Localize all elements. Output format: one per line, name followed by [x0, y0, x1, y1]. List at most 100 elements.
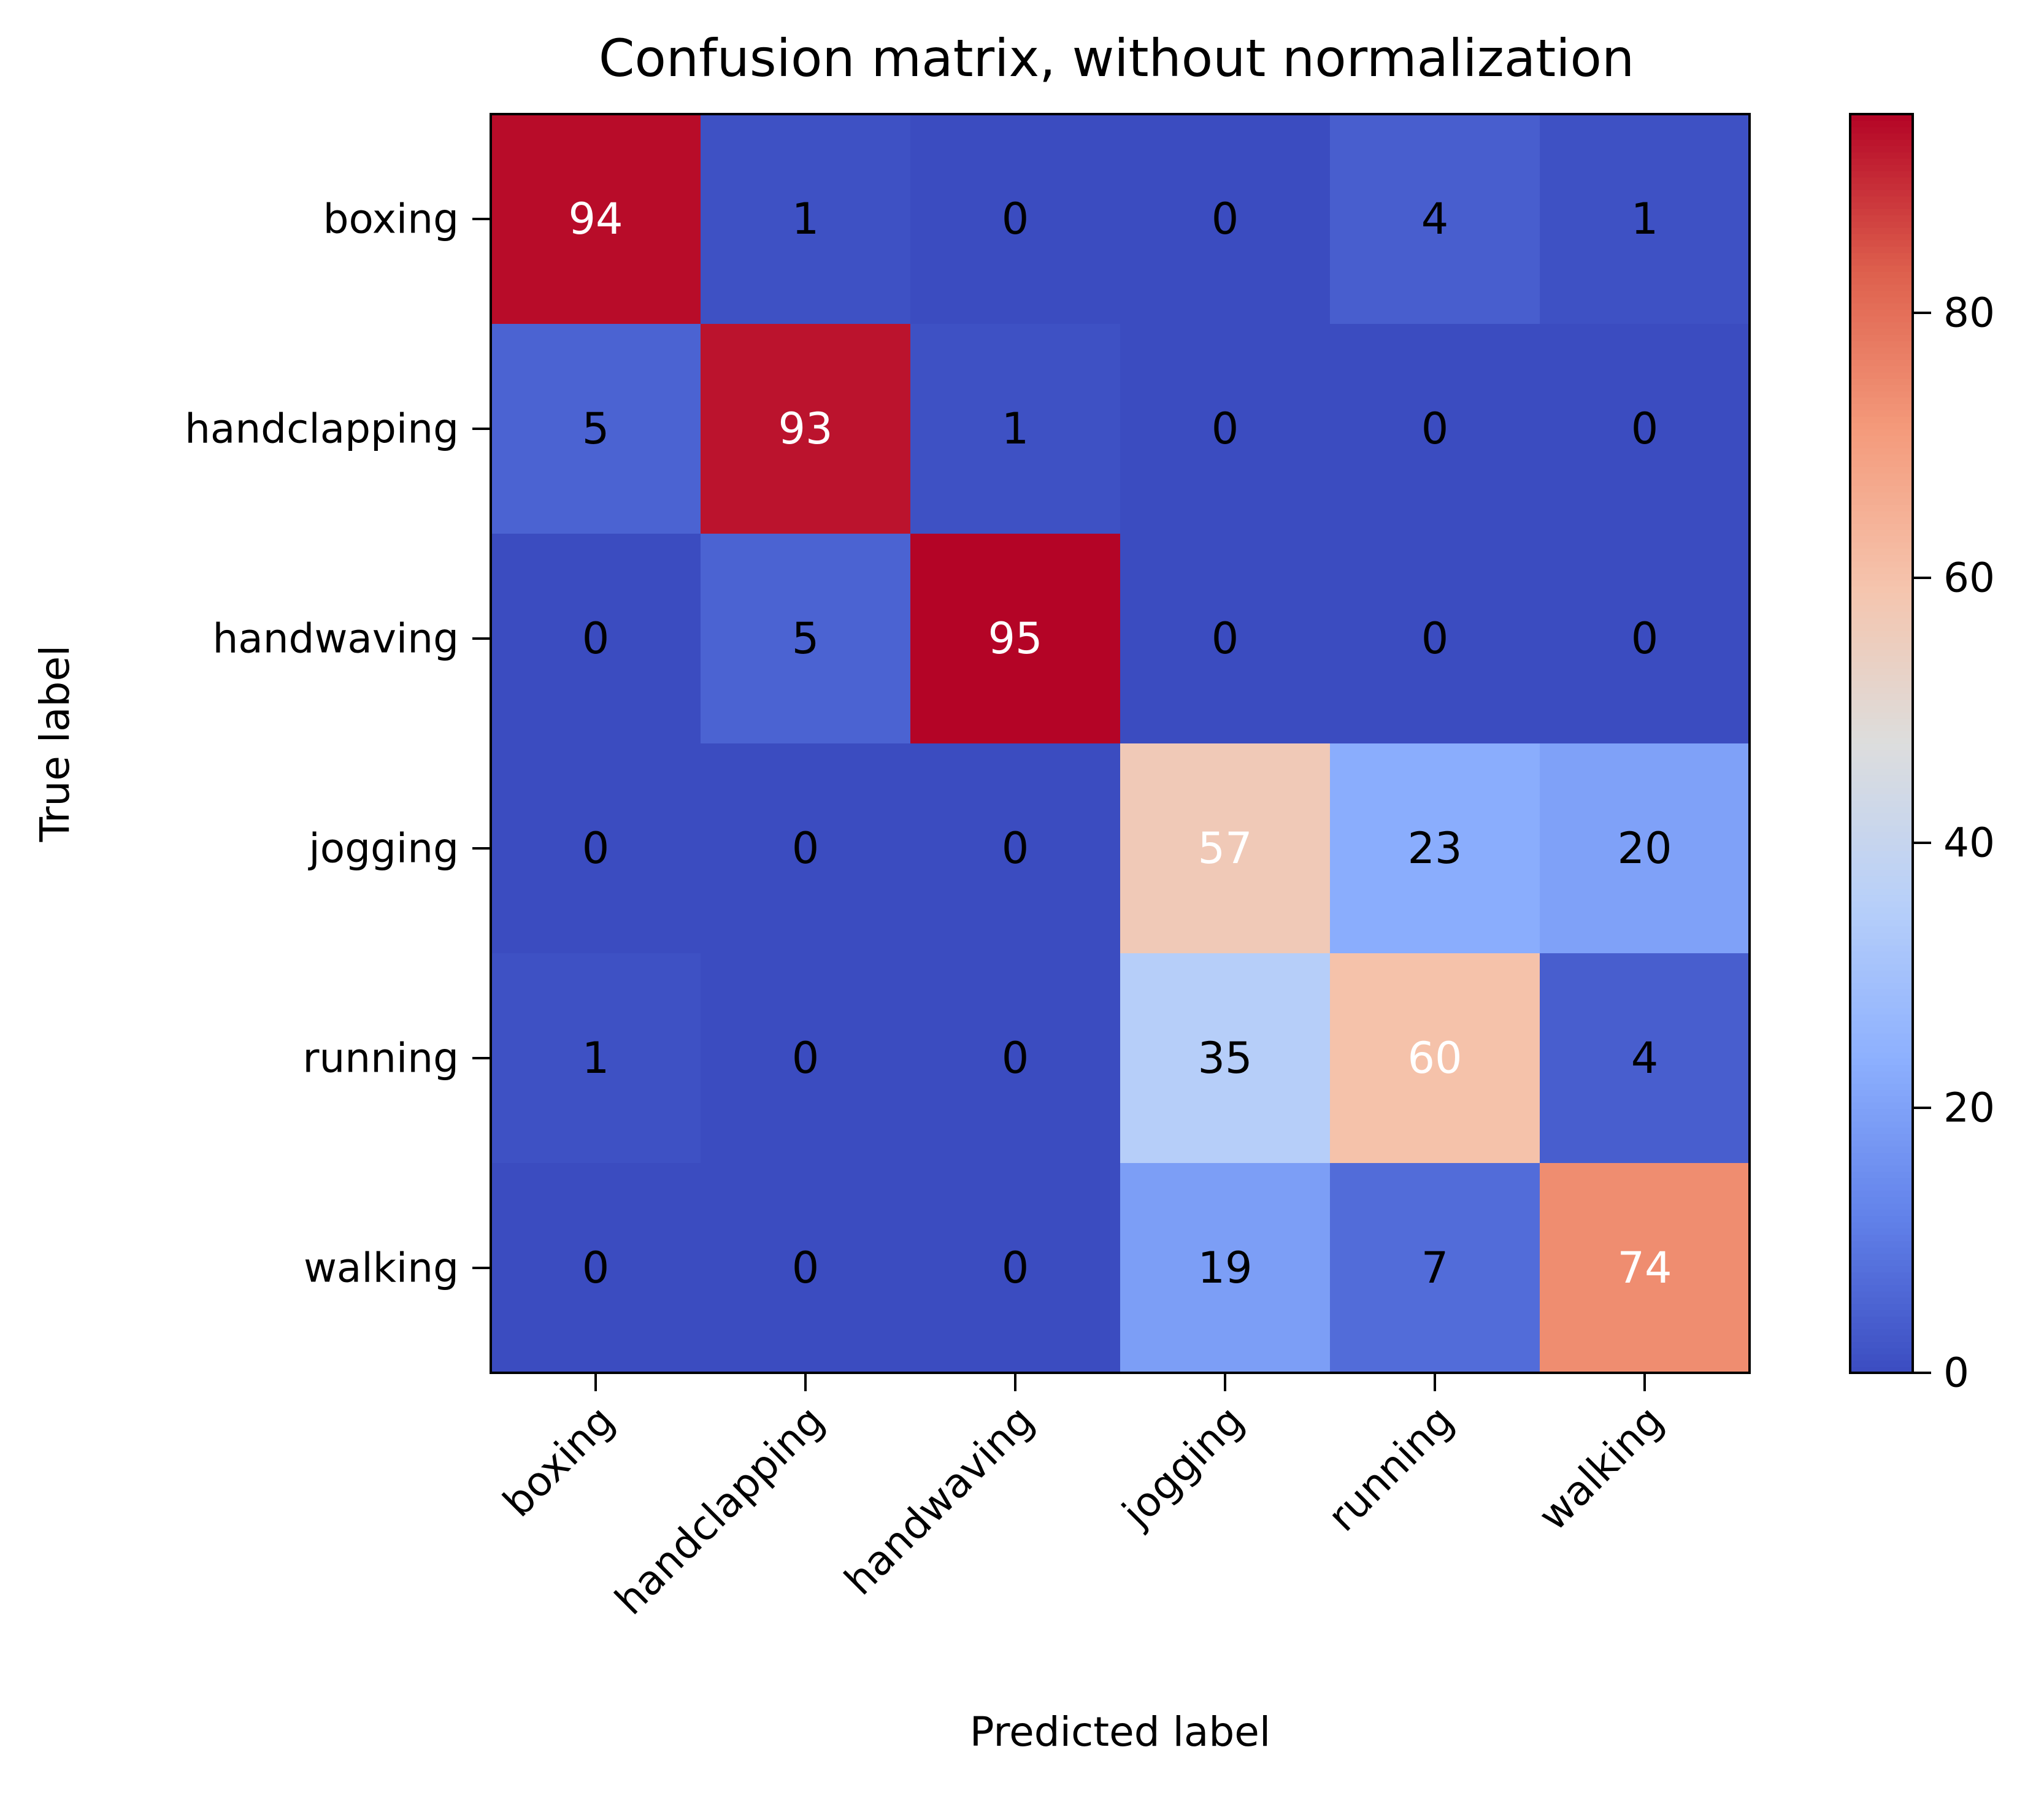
colorbar-segment	[1850, 957, 1913, 964]
colorbar-segment	[1850, 1240, 1913, 1248]
colorbar-segment	[1850, 334, 1913, 342]
cell-value-label: 0	[1002, 823, 1029, 873]
colorbar-segment	[1850, 693, 1913, 700]
heatmap-cell	[701, 953, 911, 1164]
heatmap-cells	[491, 114, 1750, 1373]
colorbar-segment	[1850, 290, 1913, 298]
colorbar-segment	[1850, 542, 1913, 549]
colorbar-segment	[1850, 712, 1913, 719]
colorbar-segment	[1850, 787, 1913, 794]
colorbar-segment	[1850, 479, 1913, 486]
cell-value-label: 4	[1631, 1033, 1659, 1083]
colorbar-segment	[1850, 233, 1913, 240]
heatmap-cell	[701, 743, 911, 954]
colorbar-segment	[1850, 913, 1913, 921]
y-tick-label: handwaving	[212, 615, 459, 662]
colorbar-segment	[1850, 1058, 1913, 1065]
colorbar-tick-label: 60	[1943, 555, 1995, 602]
y-axis-label: True label	[31, 645, 79, 843]
colorbar-segment	[1850, 812, 1913, 820]
colorbar-tick-label: 20	[1943, 1085, 1995, 1132]
cell-value-label: 74	[1617, 1243, 1672, 1293]
y-tick-label: walking	[304, 1245, 459, 1292]
colorbar-segment	[1850, 775, 1913, 782]
colorbar-segment	[1850, 573, 1913, 581]
colorbar-segment	[1850, 611, 1913, 618]
colorbar-segment	[1850, 284, 1913, 291]
colorbar-segment	[1850, 599, 1913, 606]
colorbar-tick-label: 40	[1943, 820, 1995, 867]
colorbar-ticks: 0 20 40 60 80	[1913, 290, 1995, 1397]
colorbar-segment	[1850, 177, 1913, 184]
heatmap-cell	[701, 1163, 911, 1373]
cell-value-label: 0	[1002, 1243, 1029, 1293]
plot-frame	[490, 113, 1751, 1374]
colorbar-segment	[1850, 1001, 1913, 1008]
x-axis-label: Predicted label	[970, 1708, 1270, 1756]
colorbar-segment	[1850, 680, 1913, 688]
colorbar-segment	[1850, 504, 1913, 512]
colorbar-segment	[1850, 592, 1913, 599]
colorbar-segment	[1850, 1253, 1913, 1261]
colorbar-segment	[1850, 1329, 1913, 1336]
colorbar-segment	[1850, 126, 1913, 134]
colorbar-segment	[1850, 196, 1913, 203]
colorbar-segment	[1850, 939, 1913, 946]
colorbar-segment	[1850, 1215, 1913, 1223]
colorbar-segment	[1850, 1228, 1913, 1235]
cell-value-label: 0	[1631, 404, 1659, 454]
colorbar-segment	[1850, 1102, 1913, 1109]
y-tick-label: running	[302, 1035, 459, 1082]
colorbar-segment	[1850, 964, 1913, 971]
colorbar-segment	[1850, 1341, 1913, 1348]
cell-value-label: 0	[582, 1243, 610, 1293]
colorbar-segment	[1850, 315, 1913, 323]
colorbar-segment	[1850, 831, 1913, 839]
colorbar-segment	[1850, 1014, 1913, 1021]
colorbar-segment	[1850, 932, 1913, 939]
colorbar-segment	[1850, 800, 1913, 807]
cell-value-label: 0	[1421, 613, 1449, 664]
colorbar-segment	[1850, 378, 1913, 385]
cell-value-label: 0	[792, 823, 820, 873]
colorbar-segment	[1850, 1146, 1913, 1153]
colorbar-segment	[1850, 114, 1913, 121]
colorbar-segment	[1850, 410, 1913, 417]
colorbar-segment	[1850, 265, 1913, 272]
colorbar-segment	[1850, 139, 1913, 147]
colorbar-segment	[1850, 1077, 1913, 1084]
colorbar-segment	[1850, 1108, 1913, 1116]
heatmap-cell	[1120, 743, 1331, 954]
colorbar-segment	[1850, 1366, 1913, 1373]
colorbar-segment	[1850, 1310, 1913, 1317]
colorbar-segment	[1850, 252, 1913, 259]
cell-value-label: 1	[1002, 404, 1029, 454]
colorbar-segment	[1850, 1159, 1913, 1166]
colorbar-segment	[1850, 246, 1913, 253]
cell-value-label: 0	[1212, 404, 1239, 454]
colorbar-segment	[1850, 302, 1913, 310]
cell-value-label: 93	[778, 404, 832, 454]
cell-value-label: 1	[582, 1033, 610, 1083]
colorbar-segment	[1850, 781, 1913, 788]
colorbar-segment	[1850, 819, 1913, 826]
colorbar-segment	[1850, 862, 1913, 870]
colorbar-segment	[1850, 699, 1913, 707]
colorbar-segment	[1850, 1171, 1913, 1178]
y-tick-label: boxing	[323, 196, 459, 243]
colorbar-segment	[1850, 1165, 1913, 1172]
colorbar-segment	[1850, 856, 1913, 864]
heatmap-cell	[910, 953, 1121, 1164]
colorbar-segment	[1850, 491, 1913, 499]
colorbar-segment	[1850, 158, 1913, 165]
colorbar-segment	[1850, 945, 1913, 952]
heatmap-cell	[1120, 953, 1331, 1164]
heatmap-cell	[491, 1163, 701, 1373]
colorbar-segment	[1850, 869, 1913, 877]
colorbar-segment	[1850, 1064, 1913, 1072]
cell-value-label: 35	[1197, 1033, 1252, 1083]
cell-value-label: 20	[1617, 823, 1672, 873]
chart-title: Confusion matrix, without normalization	[599, 28, 1634, 88]
cell-value-label: 95	[988, 613, 1042, 664]
heatmap-cell	[701, 114, 911, 324]
